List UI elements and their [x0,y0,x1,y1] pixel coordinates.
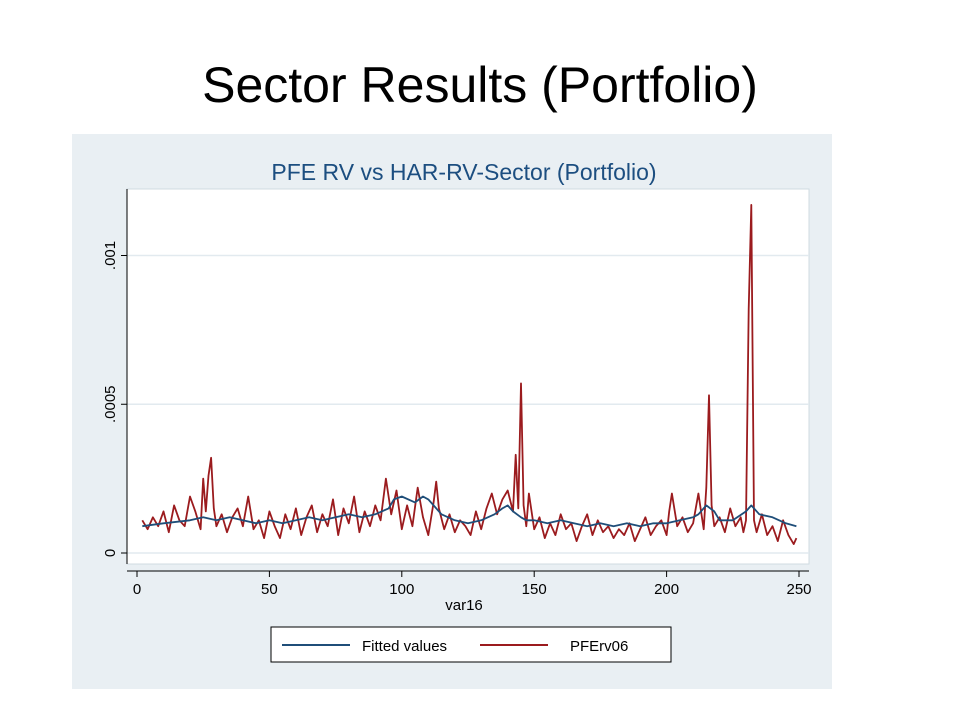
x-axis-label: var16 [445,597,483,614]
legend-label-actual: PFErv06 [570,638,628,655]
y-tick-label: .0005 [102,385,119,423]
y-tick-label: 0 [102,549,119,557]
series-layer [141,204,798,546]
chart-panel: PFE RV vs HAR-RV-Sector (Portfolio) 0 .00… [72,134,832,689]
x-tick-label: 250 [786,581,811,598]
x-tick-label: 100 [389,581,414,598]
x-tick-label: 150 [522,581,547,598]
axis-ticks: 0 .0005 .001 0 50 100 150 200 250 [102,241,812,598]
x-tick-label: 0 [133,581,141,598]
legend-label-fitted: Fitted values [362,638,447,655]
chart-svg: PFE RV vs HAR-RV-Sector (Portfolio) 0 .00… [102,159,812,663]
slide-title: Sector Results (Portfolio) [202,57,758,113]
plot-area [126,188,810,565]
series-line-pferv06 [141,204,798,546]
chart-title: PFE RV vs HAR-RV-Sector (Portfolio) [271,159,656,185]
y-tick-label: .001 [102,241,119,270]
series-line-fitted-values [142,495,797,528]
x-tick-label: 200 [654,581,679,598]
grid-lines [127,254,809,554]
x-tick-label: 50 [261,581,278,598]
legend: Fitted values PFErv06 [270,626,672,663]
